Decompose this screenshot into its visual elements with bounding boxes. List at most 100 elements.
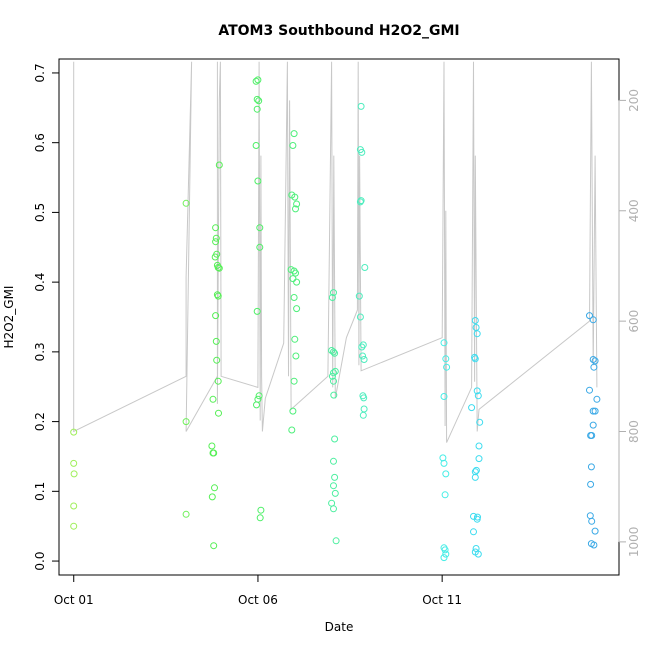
chart-title: ATOM3 Southbound H2O2_GMI: [218, 23, 459, 39]
data-point: [330, 289, 337, 297]
data-point: [252, 142, 260, 149]
data-point: [589, 421, 597, 429]
data-point: [328, 294, 336, 301]
data-point: [70, 522, 78, 530]
data-point: [476, 418, 484, 426]
y-tick-label: 0.0: [33, 552, 47, 571]
x-axis-label: Date: [325, 620, 354, 634]
data-point: [70, 428, 78, 436]
data-point: [588, 517, 596, 525]
data-point: [355, 292, 363, 300]
data-point: [332, 537, 340, 545]
data-point: [473, 387, 481, 395]
data-point: [593, 395, 601, 403]
data-point: [440, 554, 448, 562]
data-point: [475, 455, 483, 463]
data-point: [215, 264, 223, 272]
data-point: [208, 442, 216, 450]
data-point: [255, 97, 263, 105]
data-point: [358, 148, 366, 156]
data-point: [356, 198, 364, 206]
data-point: [473, 515, 481, 523]
data-point: [293, 200, 301, 208]
right-axis: 200 400 600 800 1000: [618, 89, 641, 558]
data-point: [475, 442, 483, 450]
data-point: [209, 395, 217, 403]
data-point: [211, 253, 219, 261]
data-point: [588, 432, 596, 439]
data-point: [214, 264, 222, 271]
data-point: [474, 392, 482, 400]
data-point: [70, 470, 78, 478]
data-point: [591, 407, 599, 415]
data-point: [182, 418, 190, 426]
y-axis-label: H2O2_GMI: [2, 286, 16, 349]
data-point: [443, 363, 451, 371]
data-point: [356, 313, 364, 321]
data-point: [253, 401, 260, 409]
data-point: [471, 355, 479, 363]
data-point: [330, 457, 337, 465]
x-axis: Oct 01 Oct 06 Oct 11: [54, 574, 462, 607]
data-point: [214, 292, 222, 300]
data-point: [330, 348, 337, 356]
right-tick-label: 600: [627, 310, 641, 333]
data-point: [291, 193, 299, 201]
right-tick-label: 400: [627, 199, 641, 222]
data-point: [252, 77, 260, 85]
pressure-trace-line: [73, 61, 598, 443]
right-tick-label: 1000: [627, 527, 641, 558]
data-point: [330, 482, 337, 490]
data-point: [289, 407, 297, 415]
data-point: [292, 205, 299, 213]
y-axis: 0.0 0.1 0.2 0.3 0.4 0.5 0.6 0.7: [33, 63, 60, 571]
data-point: [291, 335, 299, 343]
data-point: [256, 243, 264, 251]
data-point: [292, 352, 300, 360]
data-point: [442, 470, 450, 478]
data-point: [439, 454, 447, 462]
data-point: [182, 199, 190, 207]
right-tick-label: 800: [627, 420, 641, 443]
data-point: [212, 238, 220, 246]
pressure-trace-layer: [73, 61, 598, 443]
data-point: [210, 449, 218, 457]
data-point: [474, 550, 482, 558]
x-tick-label: Oct 06: [238, 593, 278, 607]
x-tick-label: Oct 01: [54, 593, 94, 607]
data-point: [255, 392, 263, 400]
x-tick-label: Oct 11: [422, 593, 462, 607]
data-point: [292, 269, 299, 277]
data-point: [472, 466, 480, 474]
data-point: [330, 505, 337, 513]
data-point: [440, 393, 448, 400]
data-point: [442, 550, 450, 558]
data-point: [471, 317, 479, 324]
data-point: [288, 426, 296, 434]
data-point: [331, 349, 339, 357]
data-point: [212, 234, 220, 242]
data-point: [328, 372, 336, 380]
data-point: [212, 337, 220, 345]
data-point: [358, 343, 366, 351]
data-point: [473, 330, 481, 338]
data-point: [468, 404, 476, 412]
y-tick-label: 0.4: [33, 273, 47, 292]
data-point: [591, 357, 599, 365]
data-point: [330, 377, 337, 385]
right-tick-label: 200: [627, 89, 641, 112]
data-point: [359, 352, 367, 360]
data-point: [254, 177, 262, 185]
data-point: [257, 506, 265, 514]
data-point: [586, 312, 593, 320]
data-point: [590, 541, 598, 549]
data-point: [331, 473, 339, 481]
plot-frame: [58, 58, 620, 576]
data-point: [586, 386, 593, 394]
data-point: [360, 394, 368, 402]
data-point: [70, 459, 78, 467]
data-point: [253, 105, 261, 113]
data-point: [330, 369, 337, 377]
data-points-layer: [70, 76, 601, 562]
